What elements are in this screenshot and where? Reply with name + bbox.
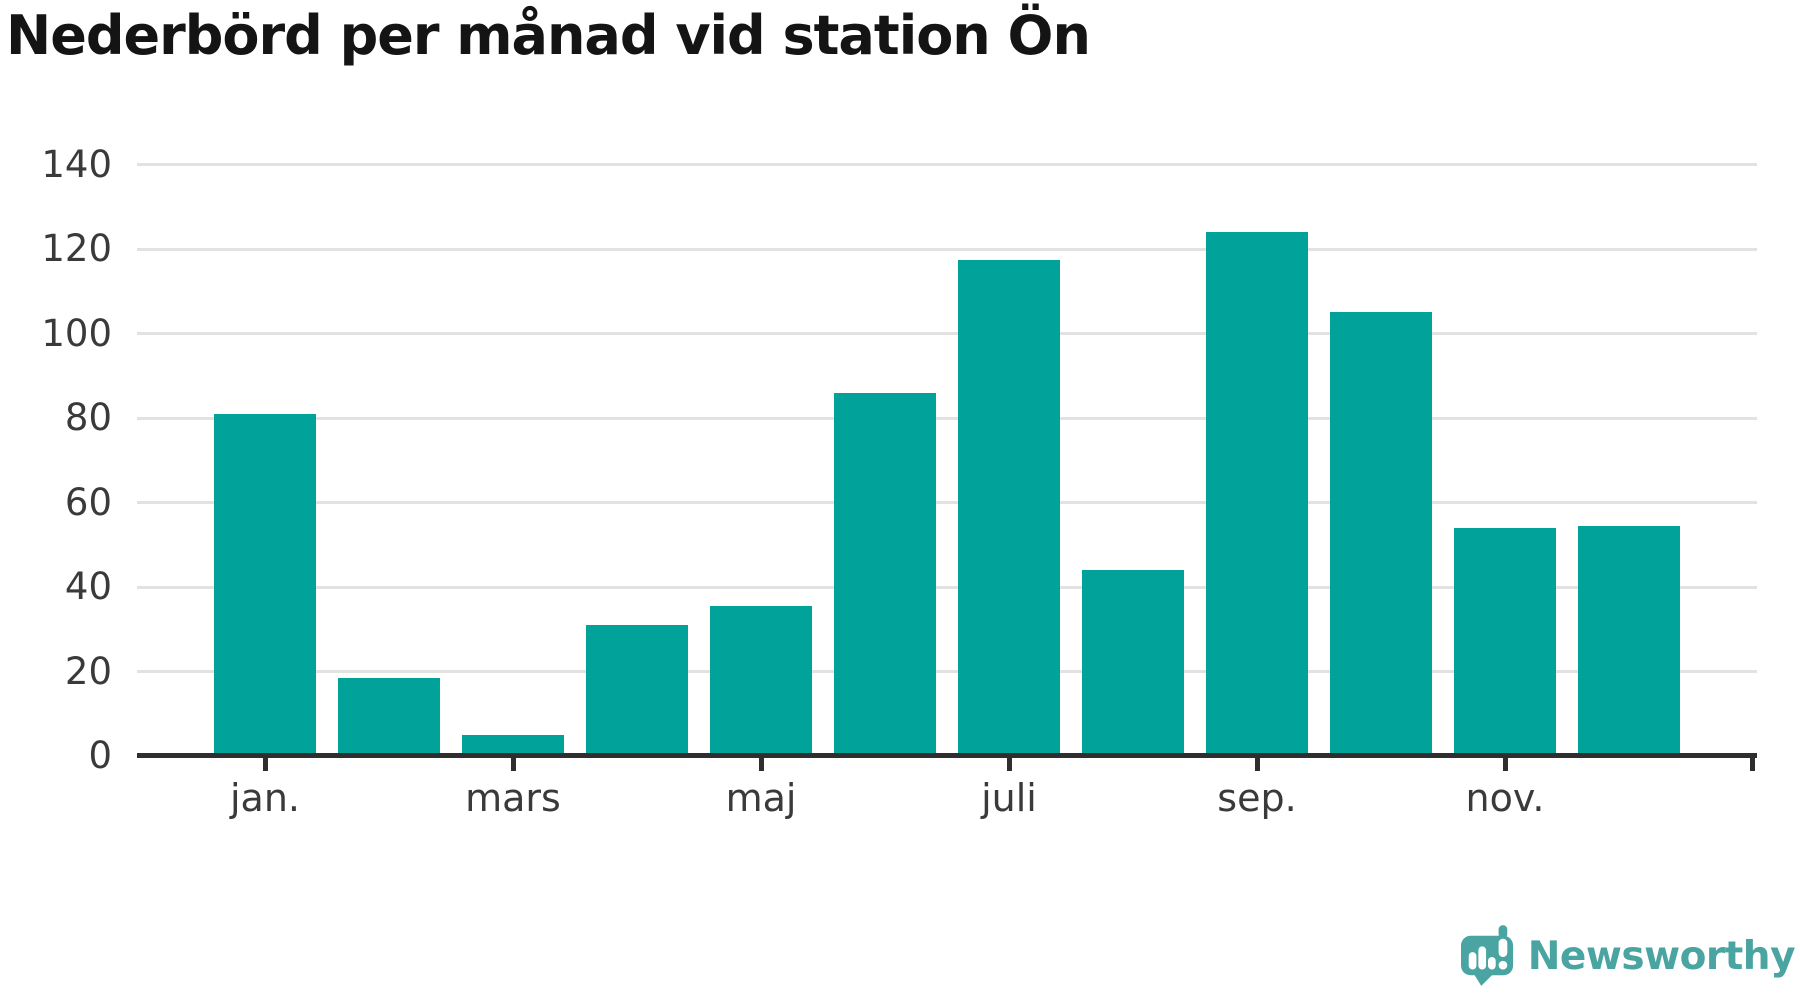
- gridline-80: [137, 416, 1757, 420]
- newsworthy-logo-icon: [1460, 925, 1513, 986]
- x-tick-8: [1254, 757, 1260, 771]
- bar-month-6: [834, 392, 936, 756]
- bar-month-11: [1454, 527, 1556, 756]
- gridline-120: [137, 247, 1757, 251]
- y-tick-label-0: 0: [88, 734, 112, 777]
- x-axis-line: [137, 753, 1757, 758]
- y-tick-label-140: 140: [41, 142, 112, 186]
- x-tick-label-sep: sep.: [1217, 776, 1297, 820]
- x-tick-label-nov: nov.: [1465, 776, 1545, 820]
- x-tick-label-jan: jan.: [229, 776, 300, 820]
- gridline-40: [137, 585, 1757, 589]
- y-tick-label-80: 80: [64, 396, 112, 439]
- y-tick-label-100: 100: [41, 311, 112, 355]
- gridline-100: [137, 332, 1757, 335]
- gridline-60: [137, 501, 1757, 504]
- bar-month-2: [338, 677, 440, 756]
- y-tick-label-60: 60: [64, 480, 112, 524]
- x-tick-label-maj: maj: [725, 776, 797, 820]
- bar-month-4: [586, 625, 688, 756]
- y-tick-label-40: 40: [64, 565, 112, 608]
- bar-month-3: [462, 734, 564, 756]
- x-tick-12: [1749, 757, 1755, 771]
- x-tick-4: [758, 757, 764, 771]
- newsworthy-logo: Newsworthy: [1460, 924, 1796, 988]
- y-tick-label-120: 120: [41, 227, 112, 270]
- x-tick-6: [1006, 757, 1012, 771]
- bar-month-7: [958, 259, 1060, 756]
- bar-month-1: [214, 413, 316, 756]
- bar-month-9: [1206, 232, 1308, 756]
- bar-month-5: [710, 606, 812, 756]
- bar-month-10: [1330, 312, 1432, 756]
- bar-month-12: [1578, 525, 1680, 756]
- x-tick-0: [262, 757, 268, 771]
- x-tick-10: [1502, 757, 1508, 771]
- x-tick-label-juli: juli: [981, 776, 1037, 820]
- bar-month-8: [1082, 570, 1184, 756]
- newsworthy-wordmark: Newsworthy: [1527, 933, 1796, 979]
- x-tick-label-mars: mars: [465, 776, 561, 820]
- gridline-20: [137, 670, 1757, 673]
- y-tick-label-20: 20: [64, 649, 112, 693]
- gridline-140: [137, 163, 1757, 166]
- chart-title: Nederbörd per månad vid station Ön: [6, 4, 1091, 67]
- x-tick-2: [510, 757, 516, 771]
